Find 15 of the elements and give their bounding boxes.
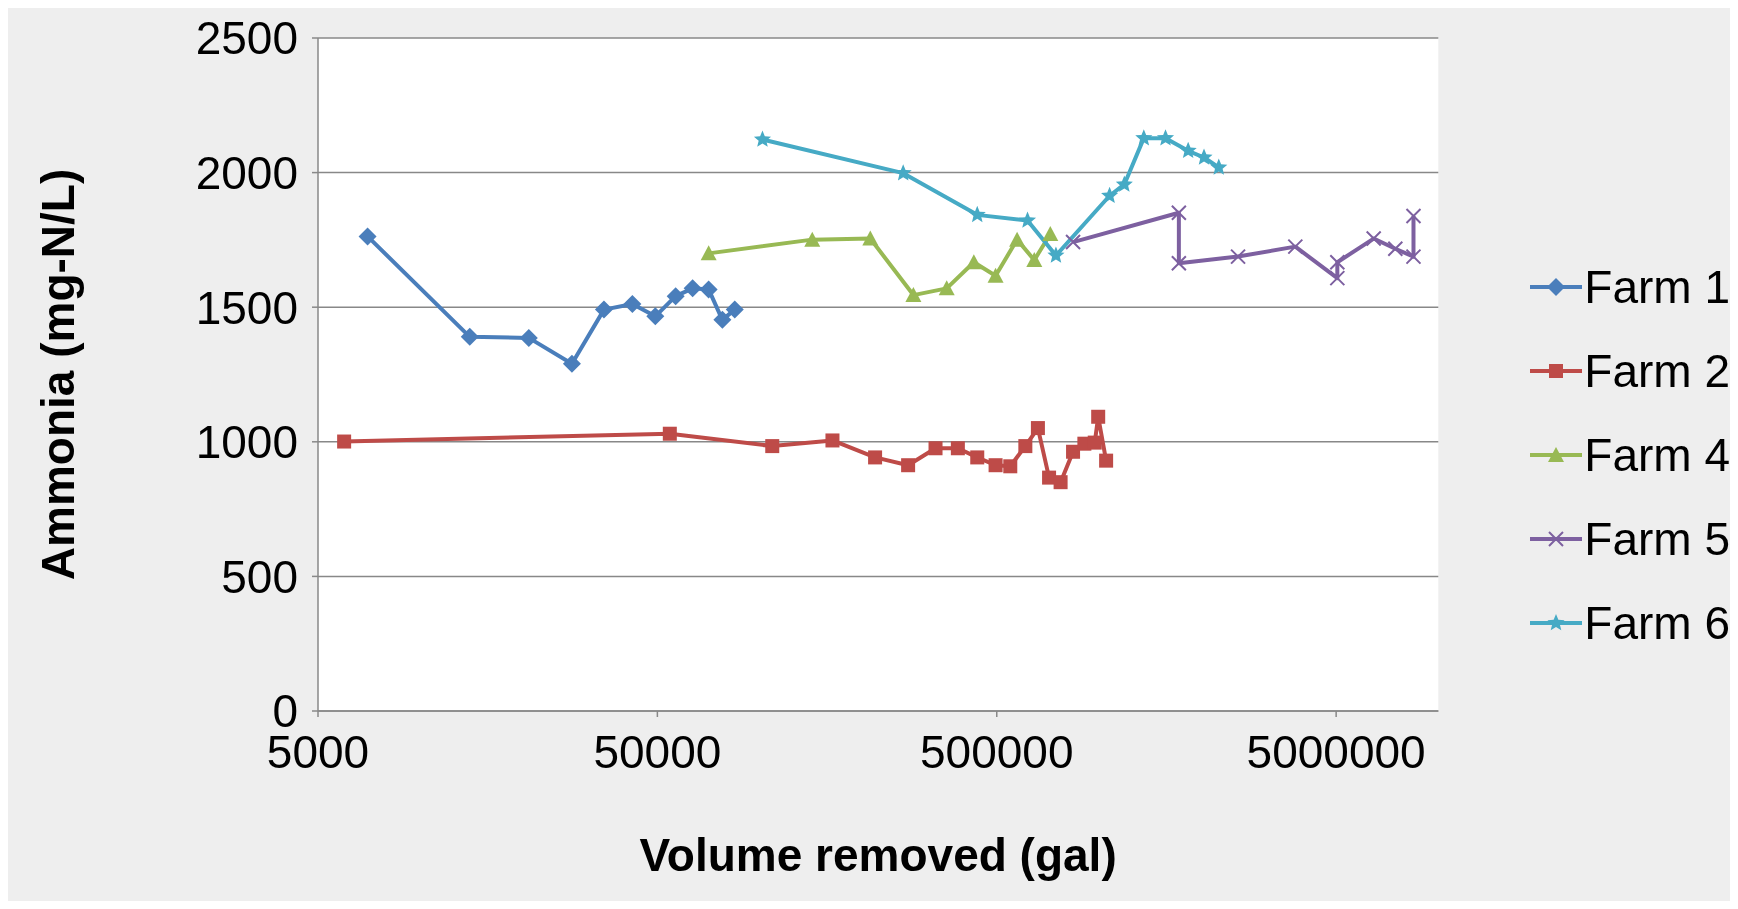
legend-label: Farm 6: [1584, 595, 1730, 650]
x-tick-label: 5000000: [1246, 725, 1426, 778]
y-tick-label: 500: [221, 550, 298, 603]
y-tick-label: 2000: [195, 146, 298, 199]
y-tick-label: 2500: [195, 12, 298, 65]
legend-label: Farm 2: [1584, 343, 1730, 398]
y-tick-label: 1000: [195, 416, 298, 469]
legend-label: Farm 4: [1584, 427, 1730, 482]
x-tick-label: 50000: [593, 725, 722, 778]
y-tick-label: 1500: [195, 281, 298, 334]
legend-label: Farm 5: [1584, 511, 1730, 566]
x-axis-title: Volume removed (gal): [639, 829, 1117, 881]
x-tick-label: 500000: [920, 725, 1074, 778]
legend-label: Farm 1: [1584, 259, 1730, 314]
y-axis-title: Ammonia (mg-N/L): [32, 168, 85, 581]
